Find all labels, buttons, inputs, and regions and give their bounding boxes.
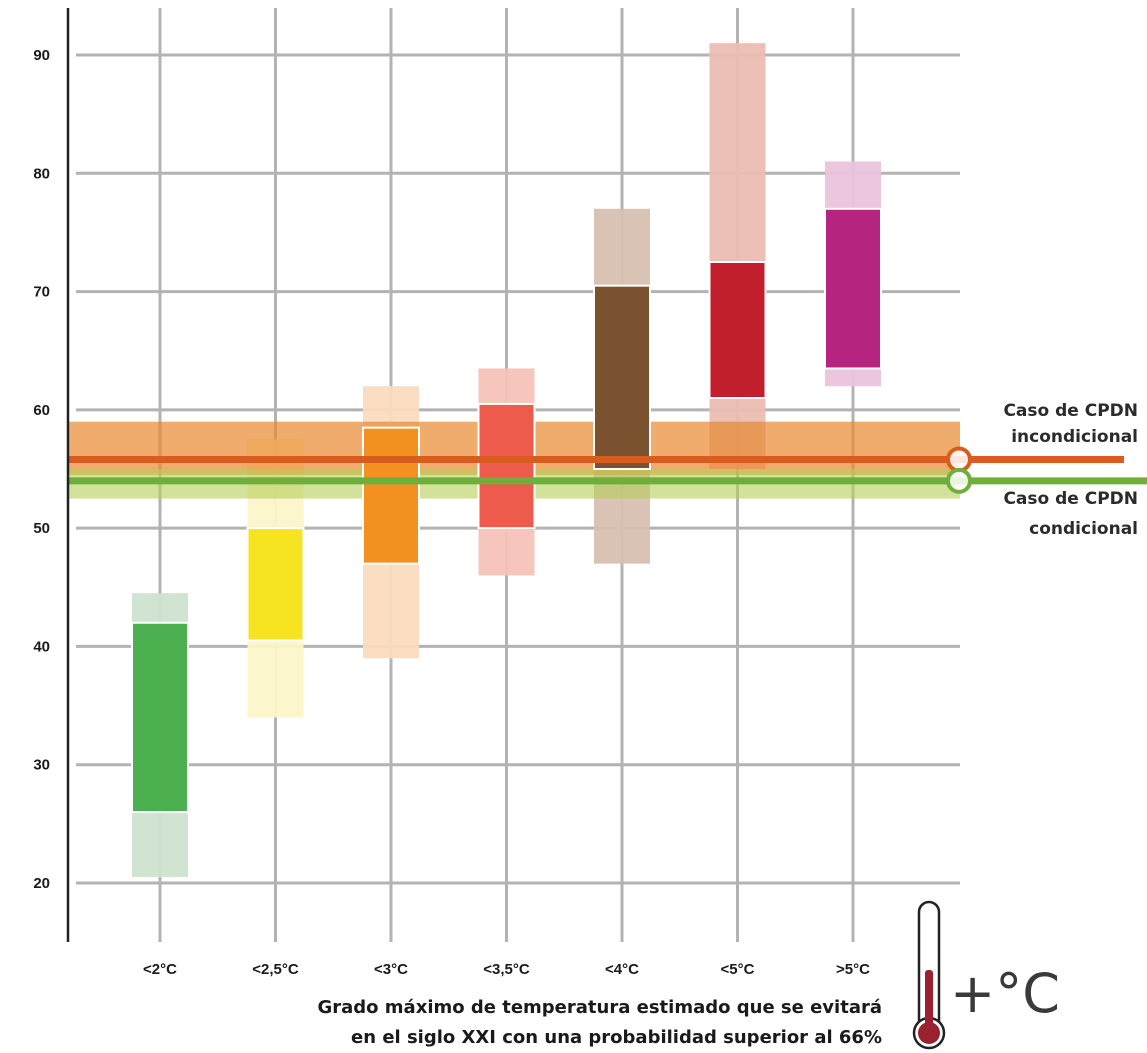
reference-lines bbox=[68, 446, 1147, 494]
temperature-unit: +°C bbox=[950, 962, 1060, 1025]
thermometer-icon bbox=[912, 900, 946, 1050]
y-tick-label: 50 bbox=[33, 520, 50, 537]
x-tick-label: <5°C bbox=[721, 961, 755, 978]
inner-range-bar bbox=[708, 261, 767, 400]
inner-range-bar bbox=[824, 207, 882, 370]
reference-marker bbox=[946, 446, 972, 473]
legend-incondicional-line1: Caso de CPDN bbox=[1003, 401, 1138, 421]
y-tick-label: 90 bbox=[33, 47, 50, 64]
y-tick-label: 30 bbox=[33, 757, 50, 774]
y-tick-label: 80 bbox=[33, 165, 50, 182]
x-tick-label: <2°C bbox=[143, 961, 177, 978]
y-tick-label: 40 bbox=[33, 638, 50, 655]
x-axis-label-line1: Grado máximo de temperatura estimado que… bbox=[317, 997, 882, 1018]
inner-range-bar bbox=[131, 621, 189, 814]
reference-marker bbox=[946, 467, 972, 494]
inner-ranges bbox=[131, 207, 882, 814]
x-tick-label: <3°C bbox=[374, 961, 408, 978]
x-tick-label: <3,5°C bbox=[483, 961, 530, 978]
x-tick-label: <2,5°C bbox=[252, 961, 299, 978]
medians bbox=[124, 275, 889, 704]
y-tick-label: 20 bbox=[33, 875, 50, 892]
inner-range-bar bbox=[246, 527, 305, 642]
outer-range-bar bbox=[709, 43, 766, 470]
x-tick-label: <4°C bbox=[605, 961, 639, 978]
inner-range-bar bbox=[593, 284, 651, 470]
legend-condicional-line1: Caso de CPDN bbox=[1003, 489, 1138, 509]
inner-range-bar bbox=[362, 426, 420, 565]
x-tick-label: >5°C bbox=[836, 961, 870, 978]
x-axis-label-line2: en el siglo XXI con una probabilidad sup… bbox=[351, 1027, 882, 1048]
y-tick-label: 60 bbox=[33, 402, 50, 419]
legend-condicional-line2: condicional bbox=[1029, 519, 1138, 539]
legend-incondicional-line2: incondicional bbox=[1011, 427, 1138, 447]
labels: Caso de CPDN incondicional Caso de CPDN … bbox=[33, 47, 1138, 1048]
y-tick-label: 70 bbox=[33, 284, 50, 301]
